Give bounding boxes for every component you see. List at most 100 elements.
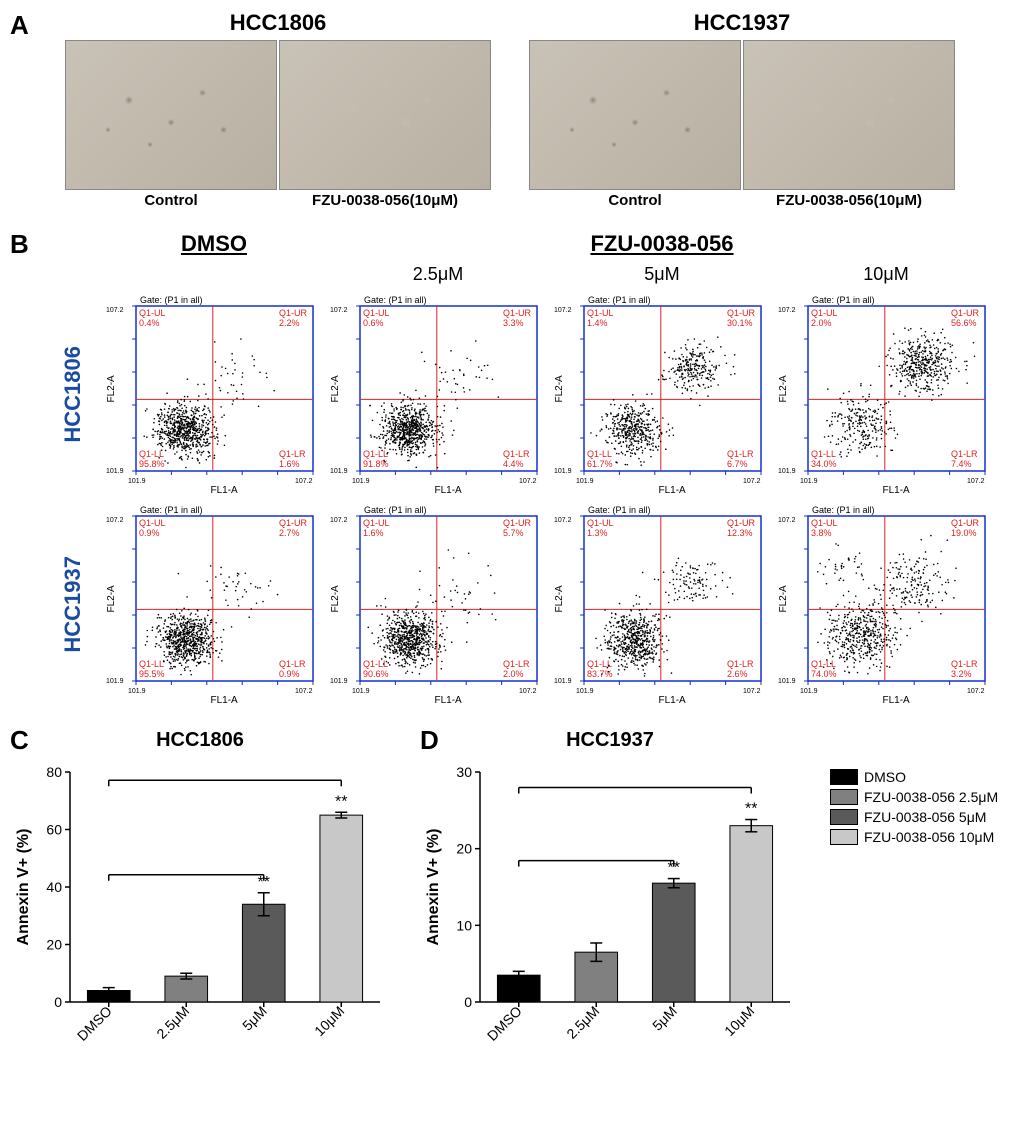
svg-text:FL1-A: FL1-A [659, 485, 687, 496]
svg-text:4.4%: 4.4% [503, 459, 524, 469]
svg-text:Gate: (P1 in all): Gate: (P1 in all) [364, 505, 427, 515]
svg-text:Q1-LR: Q1-LR [727, 449, 754, 459]
legend-swatch [830, 789, 858, 805]
micrograph [744, 40, 954, 190]
svg-text:Q1-LR: Q1-LR [279, 659, 306, 669]
bar [730, 826, 773, 1002]
legend-item: FZU-0038-056 2.5μM [830, 789, 998, 805]
svg-text:107.2: 107.2 [778, 307, 796, 314]
svg-text:0.9%: 0.9% [279, 669, 300, 679]
flow-cytometry-plot: Gate: (P1 in all)Q1-UL3.8%Q1-UR19.0%Q1-L… [776, 502, 991, 707]
svg-text:101.9: 101.9 [778, 468, 796, 475]
svg-text:107.2: 107.2 [106, 307, 124, 314]
svg-text:101.9: 101.9 [330, 678, 348, 685]
svg-text:Q1-LR: Q1-LR [503, 449, 530, 459]
svg-text:107.2: 107.2 [519, 688, 537, 695]
micrograph [530, 40, 740, 190]
svg-text:Q1-LR: Q1-LR [503, 659, 530, 669]
svg-text:101.9: 101.9 [106, 468, 124, 475]
svg-text:Gate: (P1 in all): Gate: (P1 in all) [588, 295, 651, 305]
svg-text:Gate: (P1 in all): Gate: (P1 in all) [140, 505, 203, 515]
svg-text:107.2: 107.2 [106, 517, 124, 524]
panel-c-chart: 020406080Annexin V+ (%)DMSO2.5μM**5μM**1… [10, 752, 390, 1072]
svg-text:Q1-UL: Q1-UL [139, 308, 166, 318]
svg-text:Q1-UL: Q1-UL [139, 518, 166, 528]
svg-text:FL1-A: FL1-A [435, 485, 463, 496]
svg-text:101.9: 101.9 [554, 468, 572, 475]
svg-text:12.3%: 12.3% [727, 528, 753, 538]
svg-text:83.7%: 83.7% [587, 669, 613, 679]
svg-text:Gate: (P1 in all): Gate: (P1 in all) [588, 505, 651, 515]
grid-cell: 5μM [552, 264, 772, 285]
panel-b: B DMSOFZU-0038-0562.5μM5μM10μMHCC1806Gat… [10, 229, 1010, 709]
svg-text:Q1-UL: Q1-UL [811, 308, 838, 318]
legend-label: FZU-0038-056 5μM [864, 809, 986, 825]
svg-text:Q1-UL: Q1-UL [363, 308, 390, 318]
flow-cytometry-plot: Gate: (P1 in all)Q1-UL1.3%Q1-UR12.3%Q1-L… [552, 502, 767, 707]
svg-text:90.6%: 90.6% [363, 669, 389, 679]
svg-text:FL2-A: FL2-A [330, 374, 341, 402]
svg-text:Gate: (P1 in all): Gate: (P1 in all) [812, 295, 875, 305]
svg-text:Q1-LR: Q1-LR [727, 659, 754, 669]
svg-text:61.7%: 61.7% [587, 459, 613, 469]
bar [242, 904, 285, 1002]
svg-text:101.9: 101.9 [352, 478, 370, 485]
svg-text:107.2: 107.2 [967, 478, 985, 485]
svg-text:107.2: 107.2 [743, 478, 761, 485]
svg-text:Q1-UR: Q1-UR [727, 308, 756, 318]
svg-text:Q1-UR: Q1-UR [279, 308, 308, 318]
svg-text:107.2: 107.2 [743, 688, 761, 695]
svg-text:Q1-UL: Q1-UL [363, 518, 390, 528]
flow-cytometry-plot: Gate: (P1 in all)Q1-UL0.9%Q1-UR2.7%Q1-LL… [104, 502, 319, 707]
panel-d-title: HCC1937 [420, 729, 800, 752]
panel-a-label: A [10, 10, 29, 41]
svg-text:Q1-UR: Q1-UR [503, 308, 532, 318]
micrograph-image [743, 40, 955, 190]
svg-text:56.6%: 56.6% [951, 318, 977, 328]
svg-text:1.6%: 1.6% [363, 528, 384, 538]
micrograph-caption: Control [66, 192, 276, 209]
svg-text:Gate: (P1 in all): Gate: (P1 in all) [140, 295, 203, 305]
svg-text:1.3%: 1.3% [587, 528, 608, 538]
panel-d-label: D [420, 725, 439, 756]
svg-text:FL2-A: FL2-A [106, 374, 117, 402]
micrograph-caption: Control [530, 192, 740, 209]
svg-text:FL1-A: FL1-A [659, 695, 687, 706]
grid-cell: 10μM [776, 264, 996, 285]
svg-text:FL1-A: FL1-A [883, 485, 911, 496]
svg-text:Q1-LL: Q1-LL [587, 659, 612, 669]
flow-cytometry-plot: Gate: (P1 in all)Q1-UL0.4%Q1-UR2.2%Q1-LL… [104, 292, 319, 497]
svg-text:Q1-LR: Q1-LR [951, 449, 978, 459]
panel-d-chart: 0102030Annexin V+ (%)DMSO2.5μM**5μM**10μ… [420, 752, 800, 1072]
micrograph-caption: FZU-0038-056(10μM) [744, 192, 954, 209]
cell-line-title: HCC1806 [230, 10, 327, 36]
cell-group: HCC1806ControlFZU-0038-056(10μM) [66, 10, 490, 209]
svg-text:101.9: 101.9 [128, 688, 146, 695]
svg-text:Q1-LR: Q1-LR [279, 449, 306, 459]
legend-label: DMSO [864, 769, 906, 785]
svg-text:Q1-LL: Q1-LL [363, 449, 388, 459]
panels-cd: C HCC1806 020406080Annexin V+ (%)DMSO2.5… [10, 729, 1010, 1077]
svg-text:Q1-UL: Q1-UL [587, 518, 614, 528]
svg-text:0.6%: 0.6% [363, 318, 384, 328]
legend-label: FZU-0038-056 10μM [864, 829, 994, 845]
figure: A HCC1806ControlFZU-0038-056(10μM)HCC193… [10, 10, 1010, 1077]
svg-text:FL2-A: FL2-A [330, 584, 341, 612]
svg-text:101.9: 101.9 [554, 678, 572, 685]
svg-text:Q1-LL: Q1-LL [139, 659, 164, 669]
svg-text:101.9: 101.9 [352, 688, 370, 695]
legend-swatch [830, 829, 858, 845]
svg-text:2.0%: 2.0% [503, 669, 524, 679]
svg-text:5.7%: 5.7% [503, 528, 524, 538]
legend-swatch [830, 809, 858, 825]
svg-text:Gate: (P1 in all): Gate: (P1 in all) [364, 295, 427, 305]
micrograph-image [529, 40, 741, 190]
treatment-header: FZU-0038-056 [328, 231, 996, 257]
svg-text:1.6%: 1.6% [279, 459, 300, 469]
svg-text:107.2: 107.2 [330, 517, 348, 524]
svg-text:6.7%: 6.7% [727, 459, 748, 469]
svg-text:95.5%: 95.5% [139, 669, 165, 679]
panel-c-label: C [10, 725, 29, 756]
svg-text:107.2: 107.2 [554, 307, 572, 314]
legend-swatch [830, 769, 858, 785]
